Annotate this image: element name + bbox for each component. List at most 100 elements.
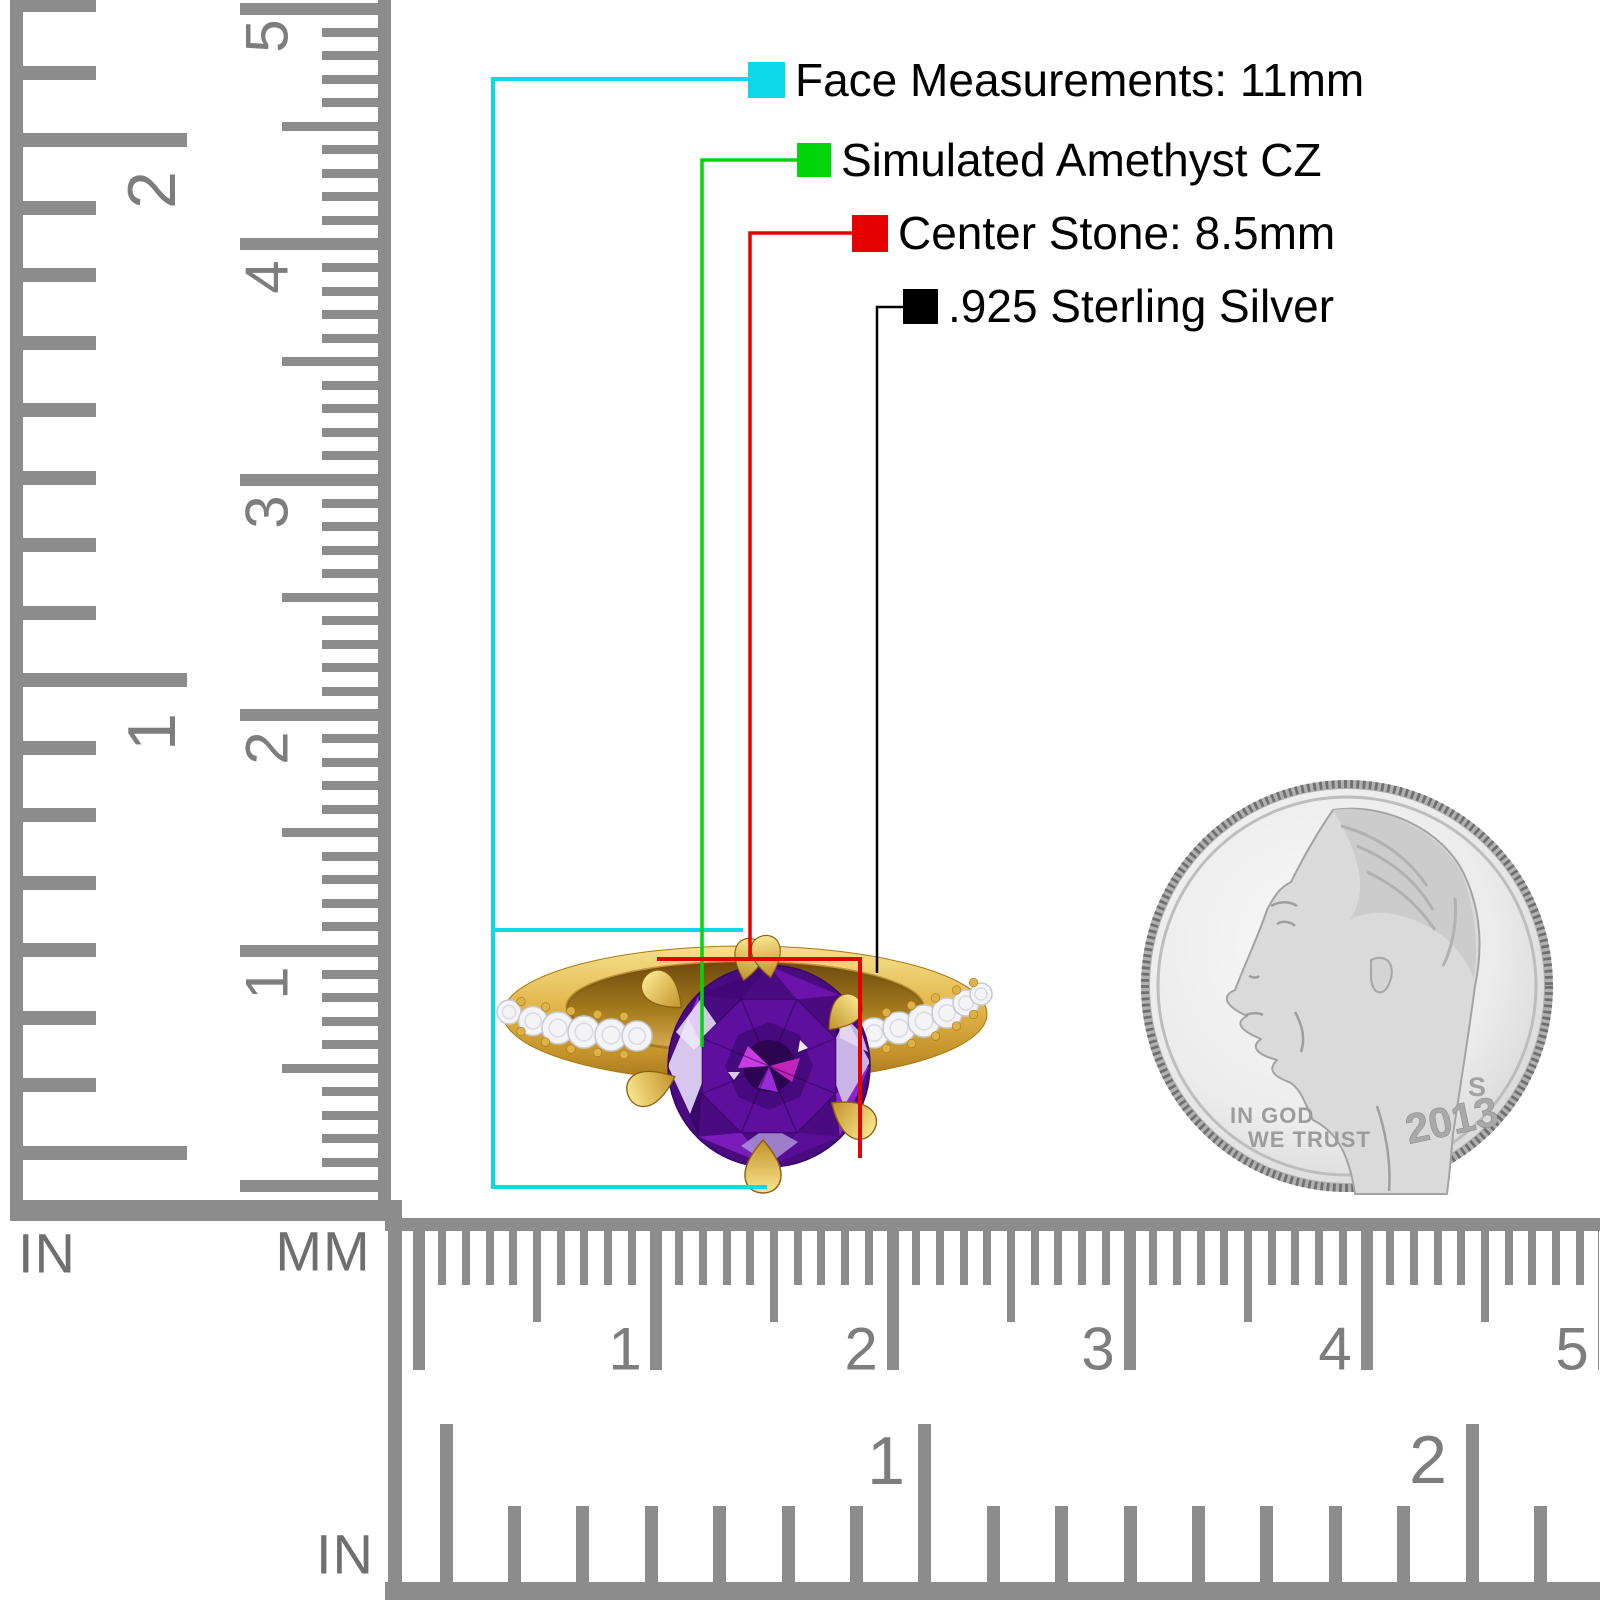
ruler-tick — [580, 1231, 589, 1285]
ruler-tick — [322, 922, 378, 932]
ruler-tick — [322, 1110, 378, 1120]
ruler-tick — [322, 286, 378, 296]
accent-prong — [930, 993, 941, 1003]
ruler-tick — [322, 1087, 378, 1097]
ruler-tick — [23, 470, 96, 485]
ruler-tick — [240, 2, 378, 15]
accent-stone-facet — [548, 1018, 568, 1038]
dime-coin: LIBERTY IN GOD WE TRUST S 2013 — [1141, 780, 1553, 1195]
ruler-tick — [1397, 1506, 1411, 1582]
ruler-tick — [322, 663, 378, 673]
motto-line2: WE TRUST — [1248, 1127, 1371, 1152]
ruler-tick — [23, 538, 96, 552]
ruler-number: 3 — [1081, 1315, 1115, 1383]
ruler-tick — [698, 1231, 707, 1285]
ruler-tick — [322, 686, 378, 696]
ruler-tick — [23, 875, 96, 890]
ruler-tick — [322, 781, 378, 791]
ruler-tick — [23, 403, 96, 417]
vertical-ruler-mm-label: MM — [275, 1219, 371, 1283]
ruler-tick — [817, 1231, 826, 1285]
ruler-tick — [1196, 1231, 1205, 1285]
ruler-tick — [23, 1010, 96, 1025]
ruler-tick — [1315, 1231, 1324, 1285]
accent-prong — [566, 1044, 576, 1054]
accent-prong — [906, 1038, 917, 1049]
accent-prong — [566, 1006, 576, 1016]
horizontal-ruler-bottom-edge — [385, 1582, 1600, 1600]
coin-motto: IN GOD WE TRUST — [1230, 1103, 1371, 1152]
center-stone-line — [748, 231, 852, 959]
ruler-tick — [1123, 1231, 1136, 1370]
ruler-tick — [781, 1506, 795, 1582]
accent-prong — [951, 985, 962, 995]
ruler-tick — [461, 1231, 470, 1285]
vertical-ruler-right-edge — [378, 0, 391, 1212]
ruler-tick — [1030, 1231, 1039, 1285]
ruler-tick — [23, 605, 96, 620]
ruler-tick — [322, 1040, 378, 1050]
horizontal-ruler-left-edge — [388, 1220, 402, 1600]
ear — [1370, 956, 1393, 994]
ruler-tick — [23, 0, 96, 12]
ruler-tick — [322, 51, 378, 61]
accent-prong — [930, 1031, 941, 1041]
horizontal-ruler-inch-label: IN — [316, 1522, 374, 1586]
accent-stone-facet — [865, 1024, 883, 1042]
ruler-tick — [322, 333, 378, 343]
callout-stone-type: Simulated Amethyst CZ — [797, 133, 1322, 187]
ruler-tick — [627, 1231, 636, 1285]
accent-prong — [968, 977, 979, 988]
ruler-tick — [1267, 1231, 1276, 1285]
callout-stone-type-label: Simulated Amethyst CZ — [841, 134, 1322, 186]
ruler-tick — [1504, 1231, 1513, 1285]
coin-mint-mark: S — [1468, 1072, 1486, 1102]
metal-swatch — [903, 288, 938, 324]
ruler-tick — [322, 404, 378, 414]
ruler-number: 4 — [1318, 1315, 1352, 1383]
ruler-tick — [322, 498, 378, 508]
face-measurements-swatch — [748, 62, 785, 98]
accent-prong — [540, 1002, 551, 1012]
ruler-tick — [1465, 1424, 1479, 1582]
ruler-tick — [322, 639, 378, 649]
ruler-tick — [1433, 1231, 1442, 1285]
accent-prong — [619, 1011, 629, 1022]
ruler-tick — [23, 268, 96, 282]
ruler-tick — [746, 1231, 755, 1285]
ruler-tick — [322, 192, 378, 202]
vertical-inch-ticks — [23, 0, 198, 1199]
callout-metal: .925 Sterling Silver — [903, 279, 1334, 333]
ruler-tick — [322, 98, 378, 108]
ruler-number: 1 — [608, 1315, 642, 1383]
ruler-number: 5 — [1555, 1315, 1589, 1383]
accent-prong — [540, 1037, 551, 1047]
ruler-tick — [1409, 1231, 1418, 1285]
accent-stone — [969, 982, 993, 1006]
ruler-tick — [722, 1231, 731, 1285]
ruler-tick — [1386, 1231, 1395, 1285]
ruler-tick — [322, 380, 378, 390]
ruler-tick — [322, 263, 378, 273]
ruler-tick — [322, 215, 378, 225]
ruler-tick — [864, 1231, 873, 1285]
ruler-tick — [282, 1063, 378, 1073]
ruler-tick — [23, 1145, 187, 1160]
ruler-tick — [322, 310, 378, 320]
ruler-tick — [322, 522, 378, 532]
stone-type-swatch — [797, 143, 831, 177]
ruler-tick — [533, 1231, 541, 1322]
ruler-tick — [322, 851, 378, 861]
accent-stone-facet — [914, 1011, 934, 1031]
ruler-tick — [282, 121, 378, 131]
callout-face-measurements: Face Measurements: 11mm — [748, 53, 1364, 107]
ruler-tick — [23, 335, 96, 350]
ruler-tick — [1191, 1506, 1205, 1582]
ruler-tick — [322, 1134, 378, 1144]
ruler-tick — [240, 238, 378, 250]
ruler-tick — [322, 969, 378, 979]
accent-stones — [496, 977, 993, 1060]
